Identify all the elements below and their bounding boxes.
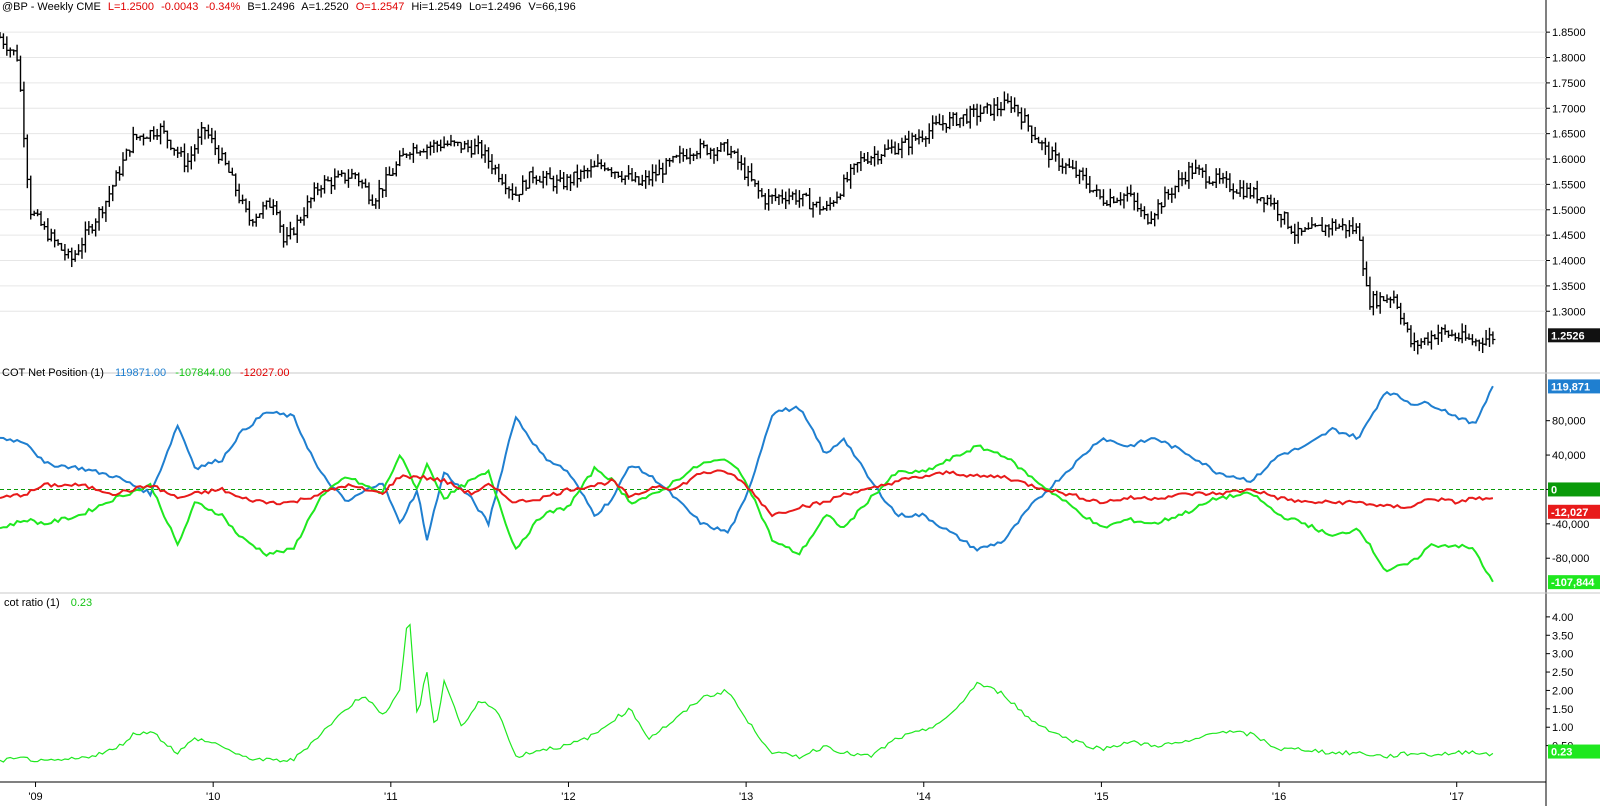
ratio-tick-label: 1.50	[1552, 704, 1573, 716]
price-tick-label: 1.5500	[1552, 179, 1586, 191]
last-value: L=1.2500	[108, 1, 154, 13]
cot-value-1: 119871.00	[115, 367, 166, 379]
x-tick-label: '11	[384, 791, 398, 803]
price-tick-label: 1.8000	[1552, 53, 1586, 65]
price-tick-label: 1.4000	[1552, 256, 1586, 268]
price-tick-label: 1.3500	[1552, 281, 1586, 293]
cot-series-line-1	[0, 385, 1494, 552]
price-tick-label: 1.6000	[1552, 154, 1586, 166]
price-tick-label: 1.7000	[1552, 103, 1586, 115]
cot-indicator-name: COT Net Position (1)	[2, 367, 104, 379]
ratio-header: cot ratio (1) 0.23	[4, 597, 92, 609]
price-bars	[0, 32, 1496, 355]
ratio-tick-label: 2.50	[1552, 667, 1573, 679]
cot-tick-label: 40,000	[1552, 450, 1586, 462]
high-value: Hi=1.2549	[411, 1, 461, 13]
ratio-tick-label: 2.00	[1552, 685, 1573, 697]
low-value: Lo=1.2496	[469, 1, 521, 13]
ratio-badge-bg	[1548, 744, 1600, 759]
ratio-tick-label: 3.00	[1552, 649, 1573, 661]
x-tick-label: '12	[561, 791, 575, 803]
x-tick-label: '13	[739, 791, 753, 803]
x-tick-label: '09	[28, 791, 42, 803]
ratio-value: 0.23	[71, 597, 92, 609]
cot-series-line-2	[0, 444, 1494, 583]
price-tick-label: 1.7500	[1552, 78, 1586, 90]
price-header: @BP - Weekly CME L=1.2500 -0.0043 -0.34%…	[2, 1, 576, 13]
grid-layer	[0, 31, 1550, 787]
cot-blue-badge: 119,871	[1551, 381, 1590, 393]
x-tick-label: '15	[1094, 791, 1108, 803]
cot-tick-label: 80,000	[1552, 416, 1586, 428]
pct-change-value: -0.34%	[205, 1, 240, 13]
bid-value: B=1.2496	[247, 1, 294, 13]
price-tick-label: 1.8500	[1552, 27, 1586, 39]
cot-value-2: -107844.00	[175, 367, 231, 379]
ratio-indicator-name: cot ratio (1)	[4, 597, 60, 609]
value-badges: 1.2526 119,871 0 -12,027 -107,844 0.23	[1548, 328, 1600, 759]
cot-red-badge: -12,027	[1551, 507, 1588, 519]
volume-value: V=66,196	[528, 1, 575, 13]
cot-zero-badge: 0	[1551, 484, 1557, 496]
cot-header: COT Net Position (1) 119871.00 -107844.0…	[2, 367, 289, 379]
ratio-series-line	[0, 623, 1494, 763]
symbol-label: @BP - Weekly CME	[2, 1, 101, 13]
change-value: -0.0043	[161, 1, 198, 13]
cot-green-badge-bg	[1548, 575, 1600, 590]
price-badge-bg	[1548, 328, 1600, 343]
cot-series	[0, 385, 1494, 583]
cot-red-badge-bg	[1548, 504, 1600, 519]
x-tick-label: '17	[1450, 791, 1464, 803]
ask-value: A=1.2520	[301, 1, 348, 13]
cot-tick-label: -80,000	[1552, 553, 1589, 565]
cot-value-3: -12027.00	[240, 367, 290, 379]
ratio-badge: 0.23	[1551, 747, 1572, 759]
x-tick-label: '10	[206, 791, 220, 803]
price-tick-label: 1.4500	[1552, 230, 1586, 242]
ratio-tick-label: 1.00	[1552, 722, 1573, 734]
cot-green-badge: -107,844	[1551, 577, 1595, 589]
cot-series-line-3	[0, 469, 1494, 518]
x-tick-label: '14	[917, 791, 931, 803]
price-tick-label: 1.6500	[1552, 129, 1586, 141]
cot-zero-badge-bg	[1548, 482, 1600, 497]
ratio-tick-label: 3.50	[1552, 630, 1573, 642]
open-value: O=1.2547	[356, 1, 405, 13]
price-badge: 1.2526	[1551, 330, 1585, 342]
cot-tick-label: -40,000	[1552, 519, 1589, 531]
ratio-tick-label: 4.00	[1552, 612, 1573, 624]
x-tick-labels: '09 '10 '11 '12 '13 '14 '15 '16 '17	[28, 791, 1464, 803]
x-tick-label: '16	[1272, 791, 1286, 803]
price-tick-label: 1.5000	[1552, 205, 1586, 217]
price-tick-label: 1.3000	[1552, 306, 1586, 318]
ratio-series	[0, 623, 1494, 763]
cot-blue-badge-bg	[1548, 379, 1600, 394]
